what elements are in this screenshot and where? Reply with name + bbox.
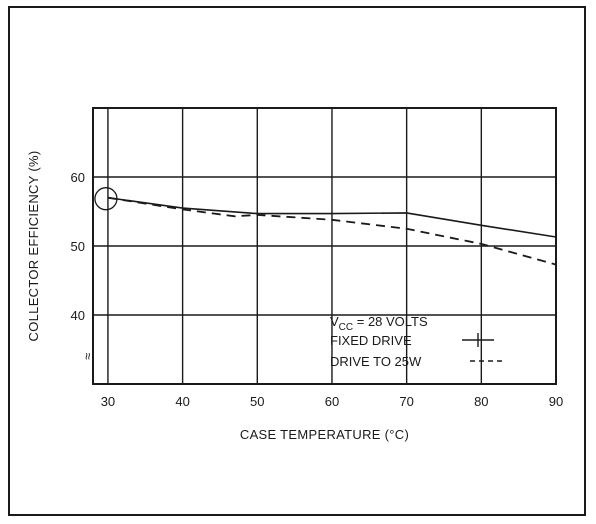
x-tick-label: 50 <box>250 394 264 409</box>
start-circle-marker <box>94 187 118 211</box>
axis-break-mark: ≈ <box>80 353 95 360</box>
y-tick-label: 60 <box>71 170 85 185</box>
x-tick-label: 90 <box>549 394 563 409</box>
legend-label-fixed-drive: FIXED DRIVE <box>330 333 412 348</box>
series-layer <box>107 196 557 266</box>
x-tick-label: 80 <box>474 394 488 409</box>
legend: VCC = 28 VOLTS FIXED DRIVE DRIVE TO 25W <box>330 314 505 369</box>
x-tick-label: 40 <box>175 394 189 409</box>
legend-label-drive-to-25w: DRIVE TO 25W <box>330 354 422 369</box>
y-axis-title: COLLECTOR EFFICIENCY (%) <box>26 151 41 342</box>
x-tick-label: 30 <box>101 394 115 409</box>
x-ticks: 30 40 50 60 70 80 90 <box>101 394 564 409</box>
series-line-fixed-drive <box>107 196 557 238</box>
legend-condition-subscript: CC <box>339 322 353 333</box>
y-tick-label: 40 <box>71 308 85 323</box>
legend-condition: VCC = 28 VOLTS <box>330 314 428 333</box>
y-tick-label: 50 <box>71 239 85 254</box>
y-ticks: 40 50 60 <box>71 170 85 323</box>
x-axis-title: CASE TEMPERATURE (°C) <box>240 427 409 442</box>
chart-frame <box>8 6 586 516</box>
series-line-drive-to-25w <box>107 196 557 266</box>
x-tick-label: 70 <box>399 394 413 409</box>
plot-border <box>92 107 557 385</box>
legend-condition-suffix: = 28 VOLTS <box>353 314 428 329</box>
legend-condition-prefix: V <box>330 314 339 329</box>
x-tick-label: 60 <box>325 394 339 409</box>
